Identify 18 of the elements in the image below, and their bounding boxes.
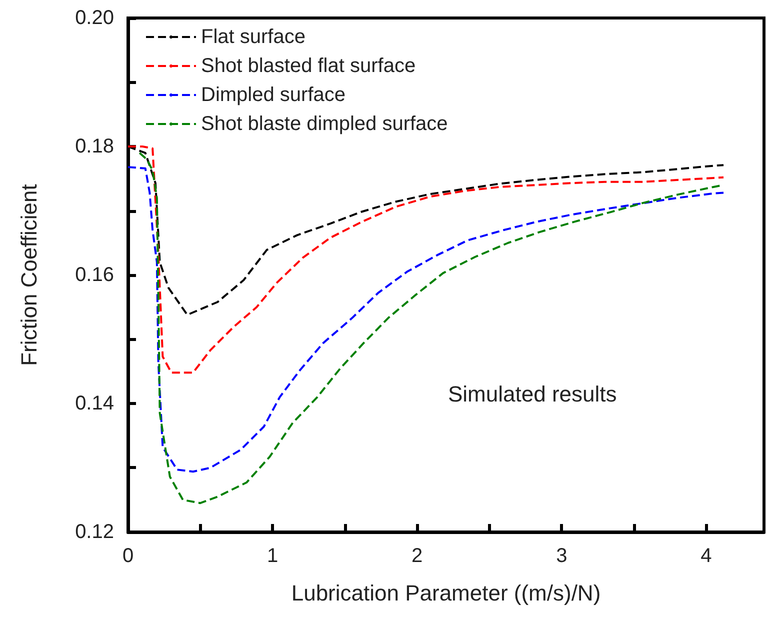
y-tick-label: 0.16	[75, 264, 114, 286]
legend-label: Shot blasted flat surface	[201, 55, 416, 77]
legend-label: Shot blaste dimpled surface	[201, 113, 448, 135]
line-series	[127, 146, 725, 374]
legend-label: Dimpled surface	[201, 84, 346, 106]
legend-label: Flat surface	[201, 26, 306, 48]
y-tick-label: 0.12	[75, 521, 114, 543]
annotation: Simulated results	[448, 382, 617, 406]
y-tick-label: 0.14	[75, 392, 114, 414]
x-tick-label: 0	[122, 545, 134, 567]
x-tick-label: 1	[266, 545, 278, 567]
x-axis-title: Lubrication Parameter ((m/s)/N)	[291, 580, 601, 606]
x-tick-label: 3	[556, 545, 568, 567]
x-tick-label: 2	[412, 545, 423, 567]
y-tick-label: 0.20	[75, 7, 114, 29]
y-tick-label: 0.18	[75, 136, 114, 158]
x-tick-label: 4	[700, 545, 712, 567]
y-axis-title: Friction Coefficient	[16, 184, 42, 366]
